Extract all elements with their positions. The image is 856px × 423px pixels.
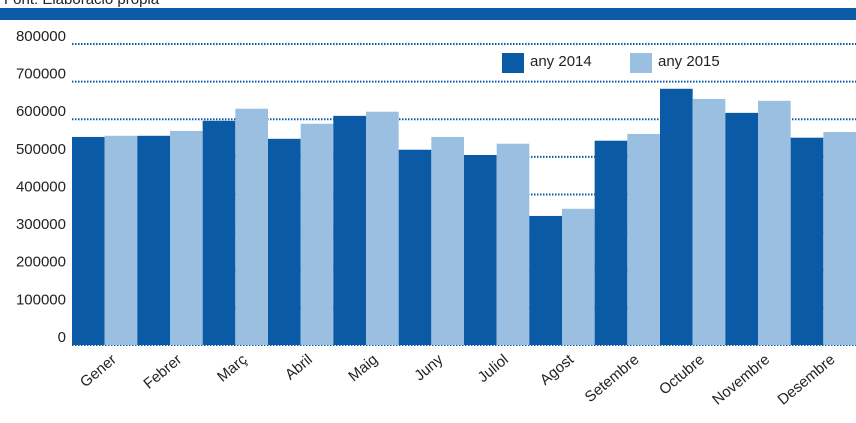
x-tick-label: Juliol bbox=[475, 351, 512, 386]
bar bbox=[464, 154, 497, 345]
bar bbox=[758, 100, 791, 345]
x-tick-label: Maig bbox=[345, 351, 381, 385]
bar bbox=[366, 111, 399, 345]
y-tick-label: 800000 bbox=[16, 28, 66, 45]
y-tick-label: 300000 bbox=[16, 216, 66, 233]
bar bbox=[170, 130, 203, 345]
bar bbox=[202, 120, 236, 345]
bar bbox=[72, 136, 105, 345]
x-tick-label: Setembre bbox=[582, 351, 643, 406]
bar bbox=[660, 88, 693, 346]
y-tick-label: 200000 bbox=[16, 254, 66, 271]
bar bbox=[137, 135, 170, 345]
y-tick-label: 700000 bbox=[16, 66, 66, 83]
bar bbox=[431, 136, 464, 345]
legend-swatch bbox=[630, 53, 652, 73]
bar bbox=[300, 123, 334, 345]
legend-label: any 2014 bbox=[530, 53, 592, 70]
legend-label: any 2015 bbox=[658, 53, 720, 70]
bar bbox=[104, 135, 138, 345]
y-tick-label: 600000 bbox=[16, 103, 66, 120]
bar bbox=[333, 115, 366, 346]
y-tick-label: 0 bbox=[58, 329, 66, 346]
x-tick-label: Octubre bbox=[656, 351, 708, 398]
header-band bbox=[0, 8, 856, 20]
y-tick-label: 500000 bbox=[16, 141, 66, 158]
bar bbox=[562, 208, 595, 345]
x-tick-label: Març bbox=[214, 351, 251, 386]
bar bbox=[692, 98, 726, 346]
bar bbox=[235, 108, 268, 345]
bar bbox=[529, 215, 562, 345]
y-tick-label: 400000 bbox=[16, 178, 66, 195]
source: Font: Elaboració pròpia bbox=[4, 0, 160, 8]
x-tick-label: Novembre bbox=[709, 351, 773, 409]
legend-swatch bbox=[502, 53, 524, 73]
x-tick-label: Juny bbox=[411, 351, 447, 385]
bar bbox=[268, 138, 301, 345]
x-tick-label: Agost bbox=[537, 351, 578, 389]
bar bbox=[398, 149, 432, 345]
x-tick-label: Abril bbox=[282, 351, 316, 383]
bar bbox=[725, 112, 758, 345]
x-tick-label: Febrer bbox=[140, 351, 185, 392]
bar bbox=[627, 133, 660, 345]
x-tick-label: Desembre bbox=[775, 351, 839, 409]
y-tick-label: 100000 bbox=[16, 291, 66, 308]
bar bbox=[496, 143, 530, 345]
bar bbox=[823, 132, 856, 345]
bar bbox=[594, 140, 628, 345]
x-tick-label: Gener bbox=[77, 351, 120, 391]
bar bbox=[790, 137, 824, 345]
